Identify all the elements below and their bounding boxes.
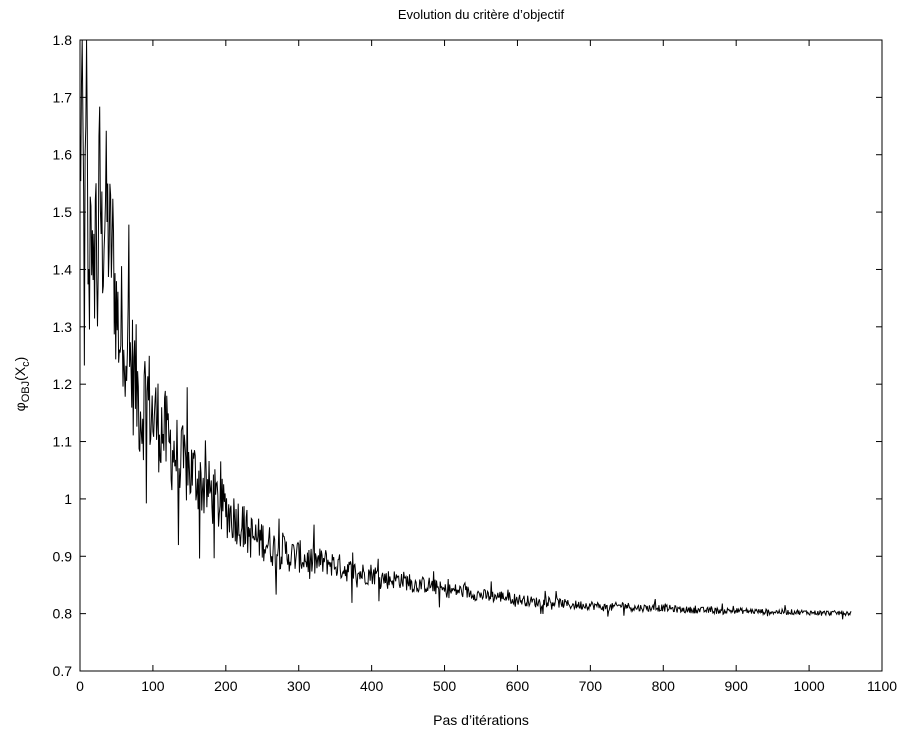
- x-tick-label: 1000: [794, 678, 825, 694]
- series-line: [79, 39, 852, 620]
- y-tick-label: 1.5: [53, 204, 73, 220]
- y-tick-label: 0.9: [53, 548, 73, 564]
- y-tick-label: 1.8: [53, 32, 73, 48]
- y-axis-label: φOBJ(Xc): [12, 356, 32, 412]
- x-tick-label: 100: [141, 678, 165, 694]
- y-tick-label: 0.7: [53, 663, 73, 679]
- y-tick-label: 1: [64, 491, 72, 507]
- x-tick-label: 1100: [867, 678, 897, 694]
- x-tick-label: 700: [579, 678, 603, 694]
- y-axis: 0.7 0.8 0.9 1 1.1 1.2 1.3 1.4 1.5 1.6 1.7 1.8: [53, 32, 882, 679]
- x-tick-label: 900: [725, 678, 749, 694]
- x-tick-label: 300: [287, 678, 311, 694]
- x-tick-label: 0: [76, 678, 84, 694]
- y-tick-label: 1.1: [53, 434, 73, 450]
- y-tick-label: 1.7: [53, 89, 73, 105]
- x-tick-label: 500: [433, 678, 457, 694]
- x-axis: 0 100 200 300 400 500 600 700 800 900 1000 1100: [76, 40, 897, 694]
- plot-area-frame: [79, 39, 883, 672]
- y-tick-label: 1.3: [53, 319, 73, 335]
- y-tick-label: 1.2: [53, 376, 73, 392]
- chart-title: Evolution du critère d’objectif: [397, 7, 565, 22]
- y-tick-label: 1.4: [53, 261, 73, 277]
- y-tick-label: 1.6: [53, 147, 73, 163]
- x-tick-label: 800: [652, 678, 676, 694]
- x-tick-label: 200: [214, 678, 238, 694]
- y-tick-label: 0.8: [53, 606, 73, 622]
- x-tick-label: 600: [506, 678, 530, 694]
- x-tick-label: 400: [360, 678, 384, 694]
- x-axis-label: Pas d’itérations: [433, 712, 529, 728]
